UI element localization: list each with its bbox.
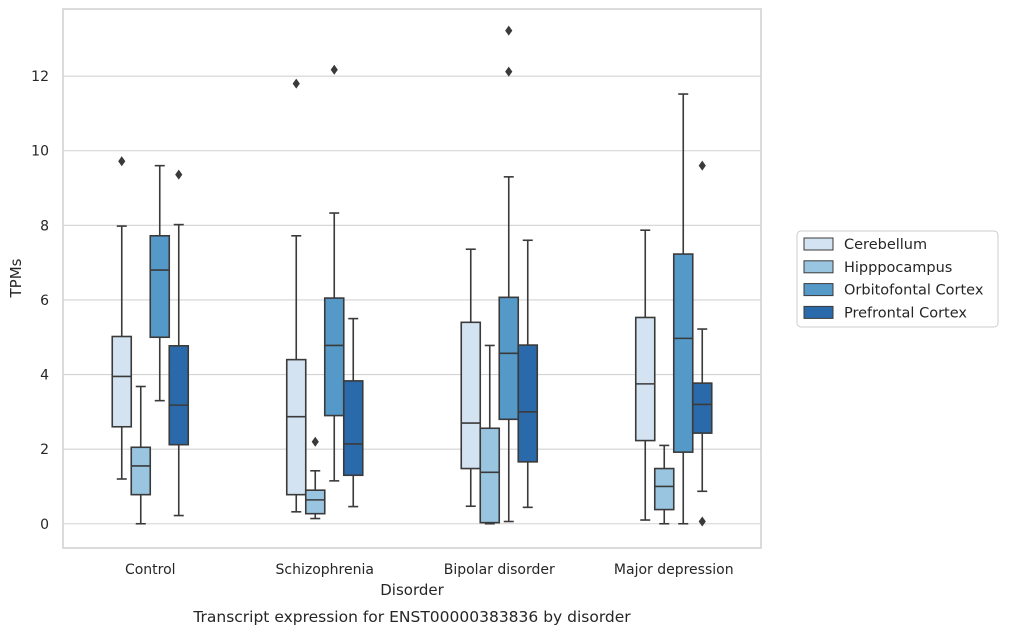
box-iqr: [111, 335, 133, 428]
y-tick-label: 12: [31, 69, 49, 85]
y-tick-label: 10: [31, 144, 49, 160]
box-hipppocampus: [653, 444, 675, 525]
box-iqr: [304, 489, 326, 515]
outlier-point: [175, 169, 183, 180]
x-tick-label: Control: [125, 562, 176, 578]
box-hipppocampus: [130, 385, 152, 525]
y-tick-label: 6: [40, 293, 49, 309]
box-cerebellum: [285, 78, 307, 513]
box-iqr: [479, 427, 501, 524]
box-iqr: [498, 296, 520, 421]
box-prefrontal-cortex: [517, 239, 539, 509]
x-tick-label: Schizophrenia: [276, 562, 374, 578]
box-iqr: [672, 253, 694, 453]
legend-frame: [796, 230, 999, 328]
box-orbitofontal-cortex: [672, 93, 694, 525]
legend-swatch: [803, 260, 834, 274]
box-hipppocampus: [479, 344, 501, 525]
box-prefrontal-cortex: [691, 160, 713, 527]
x-axis-label: Disorder: [380, 581, 444, 599]
box-iqr: [653, 467, 675, 511]
y-tick-label: 0: [40, 517, 49, 533]
outlier-point: [505, 66, 513, 77]
box-iqr: [149, 234, 171, 339]
box-iqr: [168, 345, 190, 446]
legend-label: Cerebellum: [844, 237, 927, 253]
outlier-point: [698, 516, 706, 527]
box-prefrontal-cortex: [168, 169, 190, 517]
y-tick-label: 8: [40, 218, 49, 234]
x-tick-label: Major depression: [614, 562, 734, 578]
box-iqr: [130, 446, 152, 496]
legend-label: Orbitofontal Cortex: [844, 283, 984, 299]
box-orbitofontal-cortex: [323, 64, 345, 482]
y-axis-label: TPMs: [7, 258, 25, 298]
box-iqr: [323, 297, 345, 417]
x-tick-labels: Control Schizophrenia Bipolar disorder Majo…: [125, 562, 734, 578]
legend-label: Prefrontal Cortex: [844, 305, 967, 321]
outlier-point: [698, 160, 706, 171]
legend-swatch: [803, 283, 834, 297]
y-tick-label: 2: [40, 442, 49, 458]
legend: Cerebellum Hipppocampus Orbitofontal Corte…: [796, 230, 999, 328]
figure-caption: Transcript expression for ENST0000038383…: [192, 608, 631, 626]
box-iqr: [634, 316, 656, 442]
box-cerebellum: [460, 248, 482, 508]
x-tick-label: Bipolar disorder: [444, 562, 555, 578]
box-cerebellum: [634, 229, 656, 521]
box-iqr: [460, 321, 482, 470]
box-prefrontal-cortex: [342, 317, 364, 508]
outlier-point: [505, 25, 513, 36]
legend-swatch: [803, 305, 834, 319]
outlier-point: [311, 436, 319, 447]
y-tick-labels: 0 2 4 6 8 10 12: [31, 69, 49, 533]
box-iqr: [342, 380, 364, 477]
box-orbitofontal-cortex: [149, 164, 171, 402]
outlier-point: [292, 78, 300, 89]
box-cerebellum: [111, 156, 133, 480]
y-tick-label: 4: [40, 368, 49, 384]
box-iqr: [285, 358, 307, 496]
box-iqr: [517, 344, 539, 463]
boxplots: [111, 25, 713, 527]
legend-swatch: [803, 237, 834, 251]
legend-label: Hipppocampus: [844, 260, 952, 276]
box-hipppocampus: [304, 436, 326, 520]
outlier-point: [118, 156, 126, 167]
outlier-point: [330, 64, 338, 75]
box-iqr: [691, 382, 713, 434]
